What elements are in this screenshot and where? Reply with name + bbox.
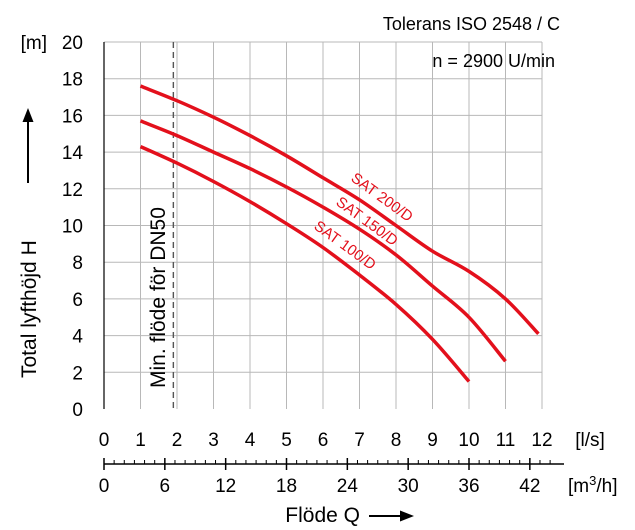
x-tick-label: 9 <box>427 430 438 451</box>
y-tick-label: 8 <box>72 253 83 274</box>
tolerance-note: Tolerans ISO 2548 / C <box>383 14 560 34</box>
pump-curves <box>139 84 540 383</box>
y-tick-label: 14 <box>62 143 84 164</box>
x-tick-label: 8 <box>391 430 402 451</box>
y-title-arrowhead <box>22 108 34 122</box>
y-tick-label: 10 <box>62 217 83 238</box>
x-tick-label: 6 <box>318 430 329 451</box>
x2-tick-label: 6 <box>160 476 171 497</box>
x-tick-label: 12 <box>531 430 552 451</box>
x2-tick-label: 42 <box>519 476 540 497</box>
x-tick-label: 1 <box>135 430 146 451</box>
y-tick-label: 16 <box>62 106 83 127</box>
x2-tick-label: 0 <box>99 476 110 497</box>
y-tick-label: 4 <box>72 327 83 348</box>
x2-tick-label: 12 <box>215 476 236 497</box>
x-tick-label: 4 <box>245 430 256 451</box>
y-tick-label: 2 <box>72 363 83 384</box>
y-tick-label-top: 20 <box>62 33 83 54</box>
x-title-arrowhead <box>400 510 414 522</box>
x-unit-label: [l/s] <box>575 430 605 451</box>
y-tick-label: 12 <box>62 180 83 201</box>
x-tick-label: 5 <box>281 430 292 451</box>
y-tick-label: 18 <box>62 70 83 91</box>
curve-sat-200-d <box>139 84 540 336</box>
x-tick-label: 0 <box>99 430 110 451</box>
x2-tick-label: 30 <box>398 476 419 497</box>
x2-tick-label: 24 <box>337 476 359 497</box>
y-axis-title: Total lyfthöjd H <box>18 240 41 378</box>
grid <box>104 41 543 409</box>
x2-tick-label: 36 <box>458 476 479 497</box>
x-tick-label: 11 <box>496 430 516 451</box>
x-tick-label: 2 <box>172 430 183 451</box>
x-tick-label: 7 <box>354 430 365 451</box>
x-axis-title: Flöde Q <box>285 504 360 527</box>
y-tick-label: 6 <box>72 290 83 311</box>
x2-tick-label: 18 <box>276 476 297 497</box>
x-tick-label: 3 <box>208 430 219 451</box>
x2-unit-label: [m3/h] <box>568 473 617 497</box>
x-tick-label: 10 <box>458 430 479 451</box>
axes <box>22 42 564 522</box>
speed-note: n = 2900 U/min <box>432 51 555 71</box>
y-unit-label: [m] <box>21 33 47 54</box>
min-flow-label: Min. flöde för DN50 <box>147 207 170 388</box>
curve-sat-100-d <box>139 144 471 383</box>
curve-sat-150-d <box>139 119 507 363</box>
y-tick-label: 0 <box>72 400 83 421</box>
